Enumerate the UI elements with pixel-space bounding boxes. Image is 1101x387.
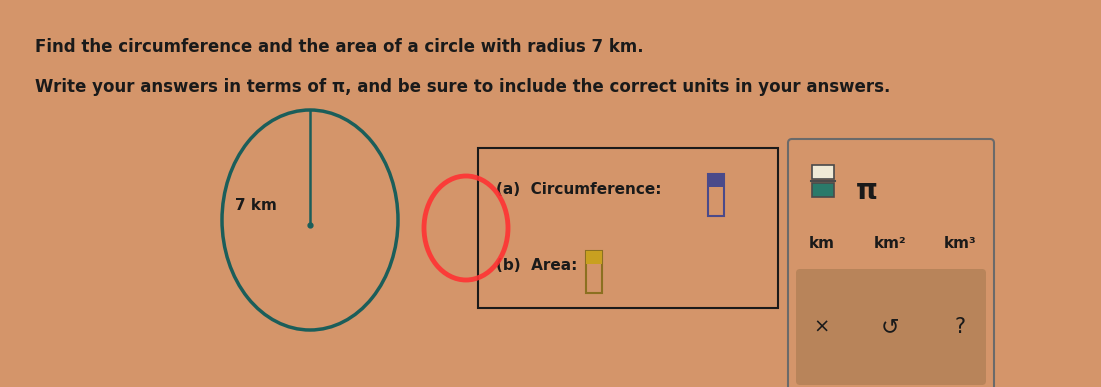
Text: ?: ? xyxy=(955,317,966,337)
Bar xyxy=(813,183,833,197)
Text: Find the circumference and the area of a circle with radius 7 km.: Find the circumference and the area of a… xyxy=(35,38,644,56)
Text: (b)  Area:: (b) Area: xyxy=(495,259,577,274)
Text: ×: × xyxy=(814,317,830,337)
Bar xyxy=(708,174,724,216)
Text: km³: km³ xyxy=(944,236,977,250)
FancyBboxPatch shape xyxy=(796,269,986,385)
Text: ↺: ↺ xyxy=(881,317,900,337)
Text: (a)  Circumference:: (a) Circumference: xyxy=(495,183,662,197)
Text: π: π xyxy=(857,177,877,205)
Bar xyxy=(708,174,724,187)
Bar xyxy=(586,251,602,264)
Bar xyxy=(813,165,833,179)
Text: 7 km: 7 km xyxy=(235,197,276,212)
Text: Write your answers in terms of π, and be sure to include the correct units in yo: Write your answers in terms of π, and be… xyxy=(35,78,891,96)
Bar xyxy=(586,251,602,293)
Text: km: km xyxy=(809,236,835,250)
Bar xyxy=(478,148,778,308)
Text: km²: km² xyxy=(874,236,906,250)
FancyBboxPatch shape xyxy=(788,139,994,387)
